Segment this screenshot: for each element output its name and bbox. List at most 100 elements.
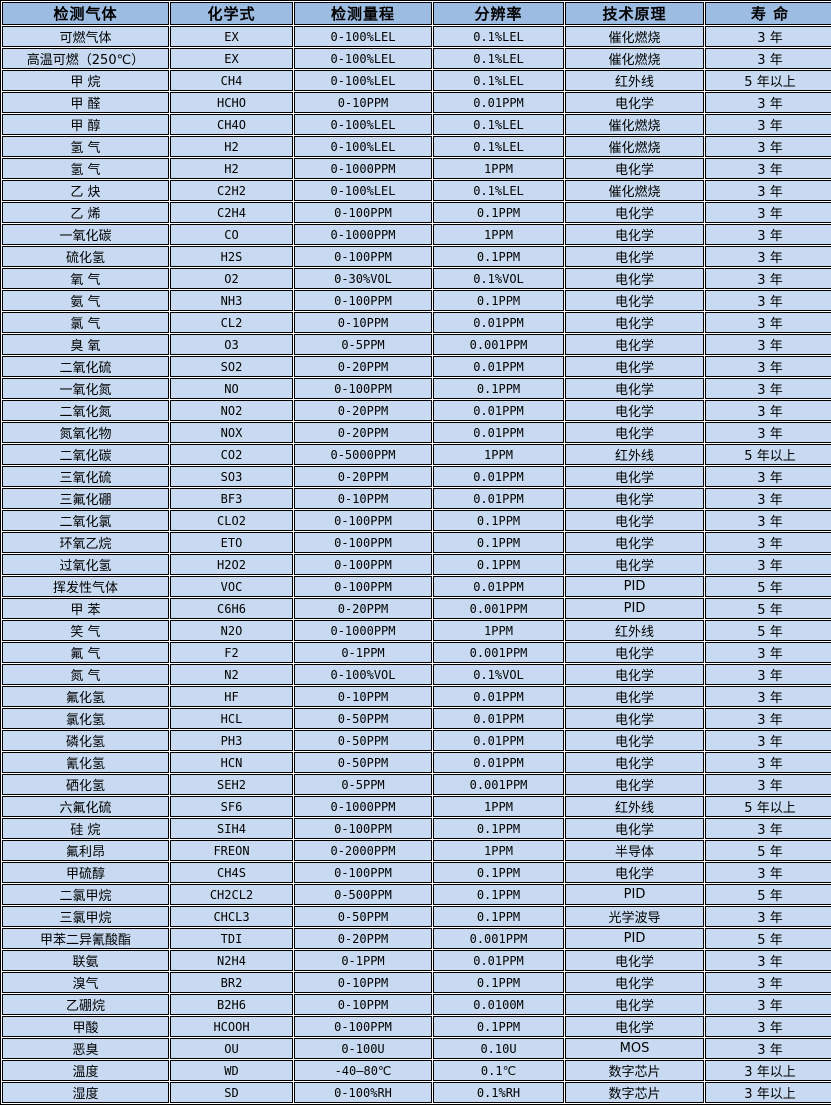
range-cell: 0-100PPM [294, 818, 432, 839]
table-row: 氢 气 H2 0-100%LEL 0.1%LEL 催化燃烧 3 年 [2, 136, 831, 157]
resolution-cell: 0.1PPM [433, 290, 564, 311]
principle-cell: 催化燃烧 [565, 114, 704, 135]
gas-name-cell: 湿度 [2, 1082, 169, 1103]
gas-name-cell: 一氧化氮 [2, 378, 169, 399]
range-cell: 0-10PPM [294, 92, 432, 113]
principle-cell: 电化学 [565, 730, 704, 751]
gas-name-cell: 三氯甲烷 [2, 906, 169, 927]
gas-name-cell: 一氧化碳 [2, 224, 169, 245]
formula-cell: ETO [170, 532, 293, 553]
lifespan-cell: 3 年 [705, 862, 831, 883]
lifespan-cell: 3 年 [705, 554, 831, 575]
table-row: 磷化氢 PH3 0-50PPM 0.01PPM 电化学 3 年 [2, 730, 831, 751]
resolution-cell: 0.1PPM [433, 862, 564, 883]
gas-name-cell: 氰化氢 [2, 752, 169, 773]
gas-name-cell: 甲苯二异氰酸酯 [2, 928, 169, 949]
resolution-cell: 0.01PPM [433, 752, 564, 773]
table-row: 二氧化氮 NO2 0-20PPM 0.01PPM 电化学 3 年 [2, 400, 831, 421]
resolution-cell: 1PPM [433, 796, 564, 817]
gas-name-cell: 甲 醇 [2, 114, 169, 135]
principle-cell: PID [565, 576, 704, 597]
range-cell: 0-5PPM [294, 334, 432, 355]
principle-cell: 数字芯片 [565, 1060, 704, 1081]
lifespan-cell: 3 年以上 [705, 1082, 831, 1103]
table-row: 氧 气 O2 0-30%VOL 0.1%VOL 电化学 3 年 [2, 268, 831, 289]
gas-name-cell: 氟利昂 [2, 840, 169, 861]
range-cell: 0-100%LEL [294, 114, 432, 135]
lifespan-cell: 3 年 [705, 1038, 831, 1059]
principle-cell: 催化燃烧 [565, 48, 704, 69]
gas-name-cell: 甲酸 [2, 1016, 169, 1037]
formula-cell: NO [170, 378, 293, 399]
principle-cell: PID [565, 884, 704, 905]
principle-cell: 电化学 [565, 664, 704, 685]
resolution-cell: 0.01PPM [433, 92, 564, 113]
formula-cell: HCOOH [170, 1016, 293, 1037]
lifespan-cell: 3 年 [705, 642, 831, 663]
formula-cell: NO2 [170, 400, 293, 421]
resolution-cell: 0.1PPM [433, 202, 564, 223]
principle-cell: 电化学 [565, 642, 704, 663]
principle-cell: 催化燃烧 [565, 26, 704, 47]
lifespan-cell: 5 年以上 [705, 796, 831, 817]
range-cell: 0-1000PPM [294, 224, 432, 245]
gas-name-cell: 温度 [2, 1060, 169, 1081]
table-row: 氯 气 CL2 0-10PPM 0.01PPM 电化学 3 年 [2, 312, 831, 333]
table-row: 过氧化氢 H2O2 0-100PPM 0.1PPM 电化学 3 年 [2, 554, 831, 575]
formula-cell: CH4 [170, 70, 293, 91]
lifespan-cell: 3 年 [705, 818, 831, 839]
principle-cell: 光学波导 [565, 906, 704, 927]
resolution-cell: 0.01PPM [433, 686, 564, 707]
table-row: 乙 炔 C2H2 0-100%LEL 0.1%LEL 催化燃烧 3 年 [2, 180, 831, 201]
formula-cell: HCHO [170, 92, 293, 113]
lifespan-cell: 3 年 [705, 180, 831, 201]
range-cell: 0-50PPM [294, 730, 432, 751]
formula-cell: SEH2 [170, 774, 293, 795]
table-row: 三氯甲烷 CHCL3 0-50PPM 0.1PPM 光学波导 3 年 [2, 906, 831, 927]
range-cell: 0-100%LEL [294, 70, 432, 91]
formula-cell: SIH4 [170, 818, 293, 839]
table-row: 恶臭 OU 0-100U 0.10U MOS 3 年 [2, 1038, 831, 1059]
table-row: 甲苯二异氰酸酯 TDI 0-20PPM 0.001PPM PID 5 年 [2, 928, 831, 949]
lifespan-cell: 3 年 [705, 224, 831, 245]
resolution-cell: 0.01PPM [433, 708, 564, 729]
range-cell: 0-50PPM [294, 752, 432, 773]
resolution-cell: 0.01PPM [433, 422, 564, 443]
principle-cell: 电化学 [565, 862, 704, 883]
gas-name-cell: 二氧化硫 [2, 356, 169, 377]
lifespan-cell: 3 年以上 [705, 1060, 831, 1081]
lifespan-cell: 5 年 [705, 884, 831, 905]
gas-name-cell: 硒化氢 [2, 774, 169, 795]
range-cell: 0-1000PPM [294, 620, 432, 641]
principle-cell: MOS [565, 1038, 704, 1059]
lifespan-cell: 3 年 [705, 1016, 831, 1037]
formula-cell: BF3 [170, 488, 293, 509]
gas-name-cell: 磷化氢 [2, 730, 169, 751]
gas-name-cell: 氟化氢 [2, 686, 169, 707]
lifespan-cell: 3 年 [705, 994, 831, 1015]
formula-cell: OU [170, 1038, 293, 1059]
table-row: 溴气 BR2 0-10PPM 0.1PPM 电化学 3 年 [2, 972, 831, 993]
formula-cell: PH3 [170, 730, 293, 751]
lifespan-cell: 3 年 [705, 708, 831, 729]
formula-cell: H2 [170, 136, 293, 157]
principle-cell: 电化学 [565, 422, 704, 443]
principle-cell: 半导体 [565, 840, 704, 861]
resolution-cell: 0.1PPM [433, 906, 564, 927]
gas-name-cell: 乙 炔 [2, 180, 169, 201]
lifespan-cell: 3 年 [705, 950, 831, 971]
table-row: 氮 气 N2 0-100%VOL 0.1%VOL 电化学 3 年 [2, 664, 831, 685]
table-row: 甲酸 HCOOH 0-100PPM 0.1PPM 电化学 3 年 [2, 1016, 831, 1037]
resolution-cell: 0.01PPM [433, 730, 564, 751]
gas-name-cell: 环氧乙烷 [2, 532, 169, 553]
formula-cell: C2H4 [170, 202, 293, 223]
formula-cell: HF [170, 686, 293, 707]
formula-cell: CH4O [170, 114, 293, 135]
principle-cell: 催化燃烧 [565, 136, 704, 157]
range-cell: 0-10PPM [294, 994, 432, 1015]
formula-cell: CO [170, 224, 293, 245]
formula-cell: H2O2 [170, 554, 293, 575]
table-row: 二氧化硫 SO2 0-20PPM 0.01PPM 电化学 3 年 [2, 356, 831, 377]
formula-cell: B2H6 [170, 994, 293, 1015]
principle-cell: 电化学 [565, 400, 704, 421]
